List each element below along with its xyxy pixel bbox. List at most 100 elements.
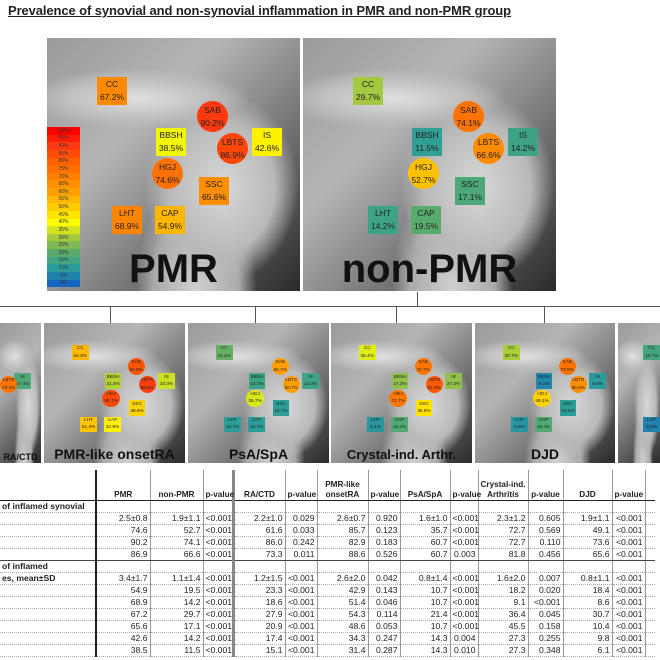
scale-label: 5%	[47, 271, 80, 280]
table-cell: 86.9	[95, 548, 150, 561]
region-hgj: HGJ 74.6%	[152, 158, 183, 189]
row-label	[0, 644, 96, 657]
region-label: BBSH	[537, 374, 551, 380]
row-label: of inflamed synovial	[0, 500, 96, 513]
region-hgj: HGJ 35.7%	[246, 389, 264, 408]
table-cell: 0.011	[284, 548, 317, 561]
column-header: PsA/SpA	[399, 470, 450, 501]
scale-label: 30%	[47, 233, 80, 242]
region-label: HGJ	[393, 392, 403, 398]
panel-title: Crystal-ind. Arthr.	[346, 447, 457, 462]
row-label	[0, 524, 96, 537]
table-cell	[644, 512, 655, 525]
table-cell	[367, 500, 400, 513]
region-value: 51.4%	[81, 425, 96, 431]
color-scale-bar: 100% 95% 90% 85% 80% 75% 70% 65% 60% 55% 50% 45% 40%…	[47, 127, 80, 288]
table-cell: <0.001	[449, 524, 479, 537]
table-cell: 17.1	[149, 620, 203, 633]
row-label	[0, 548, 96, 561]
region-cc: CC 15.7%	[643, 344, 660, 361]
table-cell	[202, 500, 233, 513]
region-value: 74.1%	[456, 117, 481, 128]
region-is: IS 27.3%	[445, 373, 462, 389]
row-label: of inflamed	[0, 560, 96, 573]
table-cell: 45.5	[477, 620, 528, 633]
table-cell: 86.0	[231, 536, 285, 549]
region-sab: SAB 74.1%	[453, 101, 484, 132]
region-is: IS 14.3%	[302, 373, 319, 389]
table-cell: 27.9	[231, 608, 285, 621]
column-header: RA/CTD	[231, 470, 285, 501]
table-cell: 0.033	[284, 524, 317, 537]
table-cell: 0.183	[367, 536, 400, 549]
table-cell	[449, 560, 478, 573]
column-header: p-value	[202, 470, 234, 501]
region-value: 66.6%	[476, 149, 501, 160]
table-cell: <0.001	[611, 584, 645, 597]
table-cell: 17.4	[231, 632, 285, 645]
table-cell: 1.9±1.1	[562, 512, 612, 525]
table-cell: 49.1	[562, 524, 612, 537]
region-value: 8.6%	[514, 425, 525, 431]
region-cc: CC 54.3%	[71, 344, 89, 361]
row-label	[0, 596, 96, 609]
column-header: p-value	[284, 470, 317, 501]
table-cell: <0.001	[284, 596, 317, 609]
table-cell	[149, 500, 203, 513]
scale-label: 90%	[47, 142, 80, 150]
table-cell: <0.001	[611, 620, 645, 633]
region-bbsh: BBSH 6.1%	[535, 373, 553, 389]
region-bbsh: BBSH 14.3%	[248, 373, 266, 389]
connector-top	[417, 292, 418, 306]
connector-drop	[255, 306, 256, 323]
region-label: LHT	[228, 418, 238, 424]
scale-label: 10%	[47, 264, 80, 272]
table-cell: 10.7	[399, 596, 450, 609]
table-cell	[644, 536, 655, 549]
table-cell	[644, 620, 655, 633]
region-ssc: SSC 65.6%	[199, 177, 229, 205]
panel-psa-spa: CC 21.4% SAB 60.7% BBSH 14.3% IS 14.3% LBTS 60.7%…	[188, 323, 329, 463]
table-cell: 0.348	[527, 644, 563, 657]
table-cell: <0.001	[611, 644, 645, 657]
panel-crystal-ind-arthr-: CC 36.4% SAB 72.7% BBSH 27.3% IS 27.3% LBTS 81.8%…	[331, 323, 472, 463]
region-value: 90.2%	[200, 117, 225, 128]
table-cell: 35.7	[399, 524, 450, 537]
region-is: IS 34.3%	[158, 373, 175, 389]
region-lht: LHT 5.0%	[643, 416, 660, 433]
panel-title: PMR-like onsetRA	[54, 446, 175, 462]
table-cell: 0.526	[367, 548, 400, 561]
table-row: es, mean±SD 3.4±1.7 1.1±1.4 <0.001 1.2±1.5 <0…	[0, 572, 655, 585]
table-row: 90.2 74.1 <0.001 86.0 0.242 82.9 0.183 60.7 <0.0…	[0, 536, 655, 549]
region-ssc: SSC 45.5%	[415, 400, 433, 417]
region-label: IS	[451, 374, 456, 380]
table-cell: 42.9	[316, 584, 368, 597]
table-row: 2.5±0.8 1.9±1.1 <0.001 2.2±1.0 0.029 2.6±0.7 0…	[0, 512, 655, 525]
table-cell: 10.4	[562, 620, 612, 633]
region-lbts: LBTS 81.8%	[425, 375, 443, 394]
connector-horizontal	[0, 306, 660, 307]
region-lht: LHT 10.7%	[224, 416, 241, 433]
table-cell: 1.6±1.0	[399, 512, 450, 525]
table-cell: 0.003	[449, 548, 478, 561]
table-cell: 14.3	[399, 632, 450, 645]
table-cell: 0.123	[367, 524, 400, 537]
region-value: 60.7%	[284, 385, 299, 391]
table-cell	[611, 560, 645, 573]
column-header: non-PMR	[149, 470, 203, 501]
region-label: IS	[164, 374, 169, 380]
table-cell: 0.920	[367, 512, 400, 525]
panel-djd: CC 30.7% SAB 73.6% BBSH 6.1% IS 9.8% LBTS 65.6% HG…	[475, 323, 615, 463]
scale-label: 100%	[47, 127, 80, 135]
column-header: PMR	[95, 470, 150, 501]
region-bbsh: BBSH 27.3%	[391, 373, 409, 389]
table-cell: 0.255	[527, 632, 563, 645]
region-cc: CC 29.7%	[353, 77, 383, 105]
region-value: 29.7%	[355, 92, 381, 102]
region-cc: CC 67.2%	[97, 77, 127, 105]
region-label: SSC	[419, 401, 429, 407]
table-cell: <0.001	[202, 596, 233, 609]
table-cell: 0.110	[527, 536, 563, 549]
table-row: 42.6 14.2 <0.001 17.4 <0.001 34.3 0.247 14.3 0.0…	[0, 632, 655, 645]
connector-drop	[544, 306, 545, 323]
